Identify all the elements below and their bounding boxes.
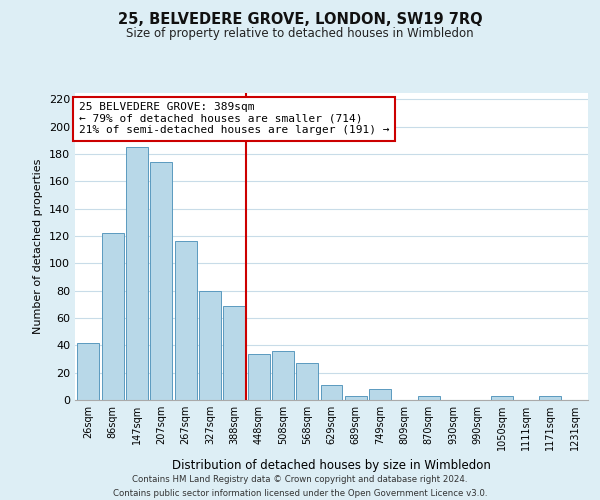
Bar bbox=[175, 242, 197, 400]
Y-axis label: Number of detached properties: Number of detached properties bbox=[34, 158, 43, 334]
Text: Contains HM Land Registry data © Crown copyright and database right 2024.
Contai: Contains HM Land Registry data © Crown c… bbox=[113, 476, 487, 498]
Bar bbox=[418, 396, 440, 400]
Bar bbox=[272, 351, 294, 400]
Bar bbox=[320, 385, 343, 400]
Bar bbox=[369, 389, 391, 400]
Bar bbox=[77, 342, 100, 400]
Bar bbox=[126, 147, 148, 400]
Bar bbox=[296, 363, 318, 400]
Text: Size of property relative to detached houses in Wimbledon: Size of property relative to detached ho… bbox=[126, 28, 474, 40]
Text: 25, BELVEDERE GROVE, LONDON, SW19 7RQ: 25, BELVEDERE GROVE, LONDON, SW19 7RQ bbox=[118, 12, 482, 28]
X-axis label: Distribution of detached houses by size in Wimbledon: Distribution of detached houses by size … bbox=[172, 458, 491, 471]
Bar bbox=[248, 354, 269, 400]
Bar bbox=[151, 162, 172, 400]
Bar bbox=[345, 396, 367, 400]
Bar bbox=[199, 290, 221, 400]
Bar bbox=[539, 396, 561, 400]
Bar bbox=[491, 396, 512, 400]
Text: 25 BELVEDERE GROVE: 389sqm
← 79% of detached houses are smaller (714)
21% of sem: 25 BELVEDERE GROVE: 389sqm ← 79% of deta… bbox=[79, 102, 389, 136]
Bar bbox=[102, 234, 124, 400]
Bar bbox=[223, 306, 245, 400]
